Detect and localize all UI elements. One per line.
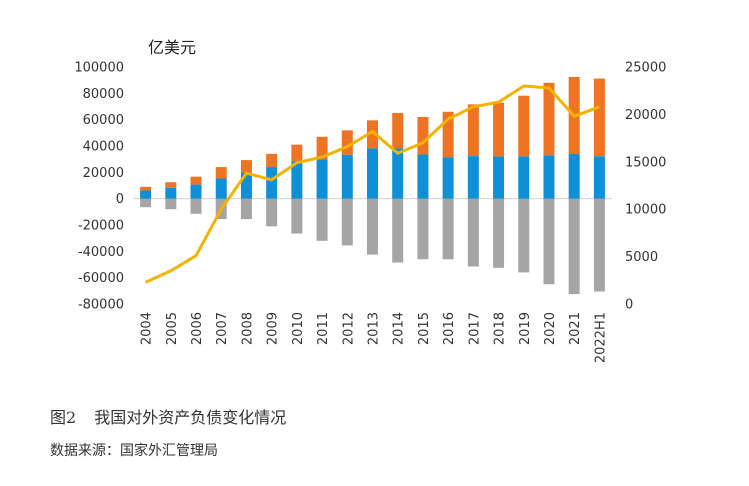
x-tick-label: 2014 [392, 312, 407, 345]
bar-blue [266, 167, 278, 199]
x-tick-label: 2006 [190, 312, 205, 345]
bar-blue [593, 156, 605, 199]
bar-gray [266, 198, 278, 227]
bar-blue [190, 184, 202, 199]
bar-orange [442, 111, 454, 158]
bar-orange [467, 104, 479, 157]
bar-orange [165, 182, 177, 188]
line-series [144, 84, 600, 284]
bar-blue [240, 172, 252, 199]
bar-gray [543, 198, 555, 285]
left-tick-label: -20000 [78, 219, 124, 234]
bar-gray [140, 198, 152, 208]
bar-blue [316, 159, 328, 199]
bar-gray [190, 198, 202, 214]
bar-gray [240, 198, 252, 220]
x-tick-label: 2009 [266, 312, 281, 345]
bar-blue [568, 154, 580, 199]
x-tick-label: 2021 [568, 312, 583, 345]
bar-blue [467, 156, 479, 199]
x-tick-label: 2017 [467, 312, 482, 345]
bar-gray [568, 198, 580, 295]
bar-gray [367, 198, 378, 255]
right-tick-label: 10000 [625, 203, 666, 218]
bar-orange [417, 116, 429, 155]
bar-orange [266, 153, 278, 168]
bar-orange [392, 112, 404, 149]
bar-gray [467, 198, 479, 267]
bar-orange [493, 102, 505, 157]
bar-orange [190, 176, 202, 185]
figure-title: 我国对外资产负债变化情况 [94, 408, 287, 427]
bar-orange [593, 78, 605, 157]
bar-blue [493, 156, 505, 199]
bar-gray [392, 198, 404, 263]
bar-blue [165, 187, 177, 199]
bar-blue [215, 178, 227, 199]
figure-caption: 图2 我国对外资产负债变化情况 [50, 404, 286, 428]
bar-orange [215, 167, 227, 179]
bar-orange [341, 130, 353, 155]
bar-gray [442, 198, 454, 260]
bar-blue [417, 154, 429, 199]
bar-blue [543, 155, 555, 199]
x-tick-label: 2005 [165, 312, 180, 345]
left-tick-label: 0 [116, 192, 124, 207]
bar-gray [493, 198, 505, 268]
left-tick-label: -60000 [78, 271, 124, 286]
right-tick-label: 15000 [625, 155, 666, 170]
bar-blue [392, 148, 404, 199]
bar-orange [140, 186, 152, 191]
bar-blue [140, 190, 152, 199]
bar-orange [240, 160, 252, 173]
bar-gray [165, 198, 177, 210]
x-tick-label: 2022H1 [593, 312, 608, 363]
bar-gray [341, 198, 353, 246]
left-tick-label: -80000 [78, 298, 124, 313]
data-source: 数据来源：国家外汇管理局 [50, 443, 218, 459]
left-tick-label: 60000 [83, 113, 124, 128]
x-tick-label: 2013 [367, 312, 382, 345]
x-tick-label: 2019 [518, 312, 533, 345]
bar-gray [518, 198, 530, 273]
right-tick-label: 20000 [625, 108, 666, 123]
chart: 100000800006000040000200000-20000-40000-… [74, 61, 666, 364]
bar-orange [316, 136, 328, 160]
bar-gray [316, 198, 328, 241]
x-tick-label: 2011 [316, 312, 331, 345]
x-tick-label: 2010 [291, 312, 306, 345]
bar-blue [518, 156, 530, 199]
x-tick-label: 2008 [240, 312, 255, 345]
bar-gray [417, 198, 429, 260]
left-tick-label: -40000 [78, 245, 124, 260]
x-tick-label: 2016 [442, 312, 457, 345]
right-tick-label: 5000 [625, 250, 658, 265]
bar-orange [518, 95, 530, 157]
left-tick-label: 100000 [74, 61, 124, 76]
x-tick-label: 2018 [493, 312, 508, 345]
left-tick-label: 80000 [83, 87, 124, 102]
x-tick-label: 2015 [417, 312, 432, 345]
bar-orange [367, 120, 378, 149]
bar-blue [442, 157, 454, 199]
bar-gray [291, 198, 303, 234]
bar-blue [341, 154, 353, 199]
unit-label: 亿美元 [148, 38, 197, 57]
bar-blue [291, 161, 303, 199]
bar-orange [543, 82, 555, 156]
left-tick-label: 40000 [83, 140, 124, 155]
bar-orange [291, 144, 303, 162]
right-tick-label: 25000 [625, 61, 666, 76]
x-tick-label: 2007 [215, 312, 230, 345]
x-tick-label: 2012 [341, 312, 356, 345]
bar-blue [367, 148, 378, 199]
x-tick-label: 2004 [140, 312, 155, 345]
figure-number: 图2 [50, 408, 77, 427]
right-tick-label: 0 [625, 298, 633, 313]
bar-gray [593, 198, 605, 292]
x-tick-label: 2020 [543, 312, 558, 345]
left-tick-label: 20000 [83, 166, 124, 181]
